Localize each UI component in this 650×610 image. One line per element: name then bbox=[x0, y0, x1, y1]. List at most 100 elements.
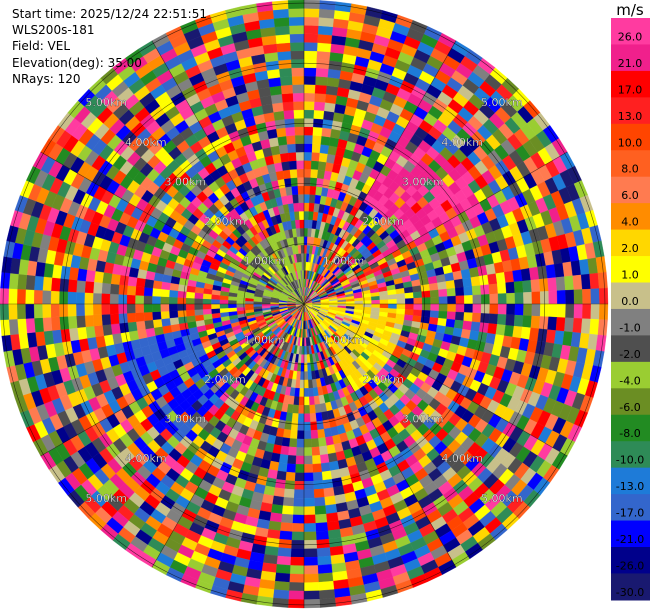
range-gate bbox=[488, 283, 499, 295]
range-gate bbox=[275, 33, 291, 44]
range-gate bbox=[444, 272, 455, 282]
range-gate bbox=[185, 297, 195, 305]
range-gate bbox=[282, 101, 294, 111]
range-gate bbox=[202, 308, 212, 315]
range-gate bbox=[185, 309, 195, 317]
range-gate bbox=[455, 295, 465, 305]
range-gate bbox=[273, 17, 290, 28]
range-gate bbox=[227, 299, 237, 305]
range-gate bbox=[314, 505, 327, 515]
range-gate bbox=[291, 413, 299, 423]
range-gate bbox=[288, 160, 298, 170]
colorbar-swatch bbox=[611, 18, 650, 46]
range-gate bbox=[290, 50, 305, 60]
range-gate bbox=[462, 277, 473, 288]
range-gate bbox=[403, 286, 414, 294]
range-gate bbox=[303, 556, 318, 566]
range-gate bbox=[445, 280, 456, 290]
range-gate bbox=[564, 317, 575, 333]
range-gate bbox=[126, 285, 137, 296]
range-gate bbox=[292, 404, 299, 414]
range-gate bbox=[194, 309, 204, 316]
colorbar-swatch bbox=[611, 229, 650, 257]
range-gate bbox=[303, 50, 318, 60]
range-gate bbox=[211, 308, 221, 314]
range-gate bbox=[303, 194, 310, 203]
range-gate bbox=[278, 453, 289, 464]
range-gate bbox=[202, 303, 212, 310]
range-gate bbox=[151, 295, 161, 305]
range-gate bbox=[303, 388, 310, 398]
range-gate bbox=[387, 294, 397, 300]
range-gate bbox=[565, 303, 575, 319]
range-gate bbox=[317, 25, 334, 36]
range-gate bbox=[8, 318, 19, 336]
range-gate bbox=[421, 297, 431, 305]
range-gate bbox=[118, 294, 128, 305]
range-gate bbox=[547, 277, 558, 292]
range-gate bbox=[291, 523, 305, 533]
range-gate bbox=[297, 177, 305, 187]
colorbar-swatch bbox=[611, 282, 650, 310]
range-gate bbox=[256, 1, 274, 13]
range-gate bbox=[303, 464, 313, 474]
colorbar-swatch bbox=[611, 520, 650, 548]
range-gate bbox=[312, 126, 323, 137]
range-gate bbox=[460, 268, 471, 280]
range-gate bbox=[109, 313, 120, 325]
colorbar-label: -30.0 bbox=[616, 586, 644, 599]
range-ring-label: 5.00km bbox=[85, 96, 127, 109]
range-gate bbox=[33, 275, 44, 291]
range-gate bbox=[295, 464, 305, 474]
range-gate bbox=[314, 497, 326, 507]
range-gate bbox=[290, 42, 305, 52]
range-gate bbox=[42, 290, 52, 305]
range-gate bbox=[276, 470, 287, 481]
range-gate bbox=[303, 0, 321, 9]
range-gate bbox=[84, 292, 94, 305]
range-gate bbox=[310, 177, 318, 187]
range-ring-label: 1.00km bbox=[323, 334, 365, 347]
colorbar-swatch bbox=[611, 467, 650, 495]
range-gate bbox=[438, 303, 448, 312]
range-ring-label: 4.00km bbox=[125, 136, 167, 149]
range-gate bbox=[289, 429, 298, 440]
range-gate bbox=[152, 311, 162, 321]
range-gate bbox=[168, 289, 179, 298]
instrument-text: WLS200s-181 bbox=[12, 23, 95, 38]
range-gate bbox=[286, 463, 296, 473]
range-gate bbox=[135, 320, 146, 331]
range-gate bbox=[303, 438, 312, 448]
range-gate bbox=[272, 495, 284, 506]
range-gate bbox=[292, 514, 305, 524]
range-gate bbox=[275, 564, 291, 575]
range-gate bbox=[303, 337, 307, 347]
range-gate bbox=[298, 388, 305, 398]
range-gate bbox=[325, 93, 338, 104]
range-gate bbox=[291, 67, 305, 77]
range-gate bbox=[316, 50, 331, 61]
azimuth-line bbox=[303, 303, 568, 457]
range-gate bbox=[303, 379, 309, 389]
range-gate bbox=[303, 151, 313, 161]
range-gate bbox=[413, 303, 423, 311]
range-gate bbox=[289, 573, 305, 583]
range-gate bbox=[281, 93, 294, 103]
range-gate bbox=[303, 202, 310, 212]
range-gate bbox=[137, 328, 148, 340]
range-gate bbox=[93, 281, 103, 294]
range-gate bbox=[464, 303, 474, 313]
range-gate bbox=[25, 317, 36, 334]
range-gate bbox=[110, 273, 121, 285]
range-gate bbox=[462, 320, 473, 331]
colorbar-label: 13.0 bbox=[618, 110, 643, 123]
colorbar-label: -8.0 bbox=[619, 427, 640, 440]
range-gate bbox=[280, 152, 290, 163]
range-ring-label: 5.00km bbox=[481, 492, 523, 505]
range-gate bbox=[303, 354, 308, 364]
range-gate bbox=[295, 151, 305, 161]
range-gate bbox=[272, 102, 284, 113]
range-gate bbox=[50, 303, 60, 318]
range-gate bbox=[303, 210, 310, 220]
range-gate bbox=[219, 303, 229, 309]
